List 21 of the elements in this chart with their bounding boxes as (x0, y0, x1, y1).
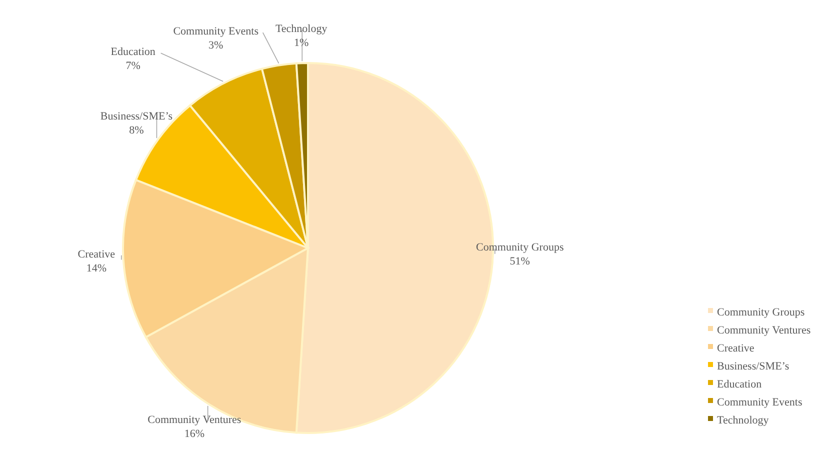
legend-label: Community Ventures (717, 324, 811, 337)
data-label: 7% (126, 60, 140, 72)
legend-label: Technology (717, 414, 770, 427)
legend-label: Creative (717, 342, 754, 355)
slice-label: Education (110, 46, 156, 58)
slice-label: Technology (275, 23, 328, 36)
legend-label: Business/SME’s (717, 360, 790, 373)
legend-label: Community Groups (717, 306, 805, 319)
legend-label: Community Events (717, 396, 802, 409)
slice-label: Business/SME’s (100, 110, 173, 122)
data-label: 3% (208, 40, 224, 52)
slice-label: Community Events (173, 26, 258, 38)
legend-label: Education (717, 378, 762, 391)
slice-label: Community Ventures (148, 414, 242, 426)
data-label: 8% (129, 124, 144, 136)
data-label: 14% (86, 262, 107, 274)
slice-label: Creative (78, 248, 116, 260)
data-label: 51% (510, 256, 530, 268)
slice-label: Community Groups (476, 242, 564, 254)
data-label: 16% (184, 428, 204, 440)
data-label: 1% (294, 37, 309, 50)
